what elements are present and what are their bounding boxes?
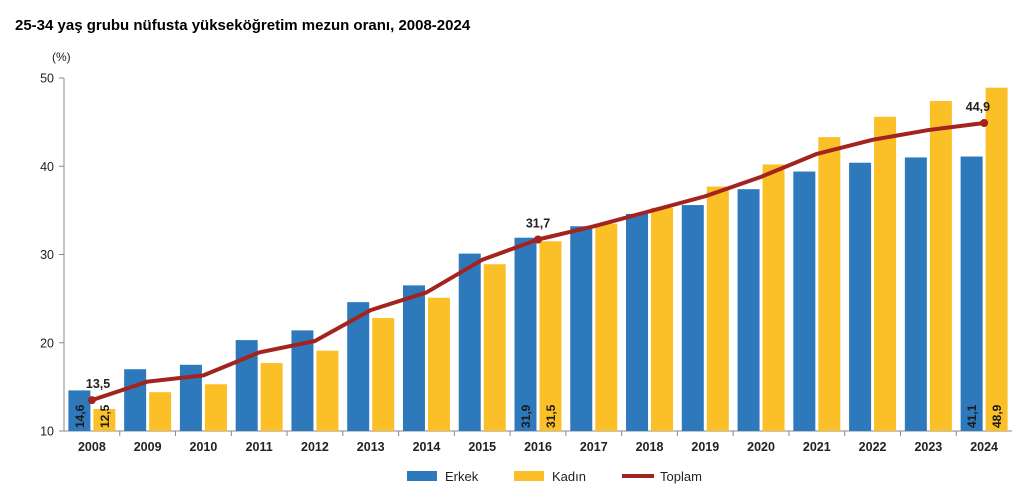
bar-kadın-2020 [762,164,785,432]
x-tick-label: 2020 [747,440,775,454]
bar-erkek-2021 [793,171,816,432]
bar-kadın-2011 [260,363,283,431]
bar-erkek-2024 [960,156,983,432]
bar-kadın-2015 [483,264,506,431]
x-tick-label: 2010 [190,440,218,454]
bar-kadın-2008 [93,408,116,431]
bar-value-label: 14,6 [73,404,87,428]
bar-erkek-2010 [179,364,202,431]
bar-erkek-2009 [124,369,147,431]
plot-area: 10 20 30 40 50 2008 2009 2010 2011 2012 2013 2014 20… [40,72,1012,454]
bar-kadın-2018 [651,207,674,431]
bar-value-label: 31,9 [519,404,533,428]
bar-kadın-2010 [204,384,227,431]
line-marker-2016 [534,235,542,244]
bar-kadın-2023 [929,100,952,431]
bar-kadın-2013 [372,318,395,431]
bar-erkek-2015 [458,253,481,431]
bar-erkek-2023 [904,157,927,432]
bar-erkek-2020 [737,189,760,431]
bar-erkek-2018 [626,213,649,431]
bar-kadın-2009 [149,392,172,431]
x-tick-label: 2022 [859,440,887,454]
y-axis-unit-label: (%) [52,50,71,64]
x-tick-label: 2019 [691,440,719,454]
bar-kadın-2022 [874,116,897,431]
bar-erkek-2016 [514,237,537,431]
bar-kadın-2012 [316,350,339,431]
x-tick-label: 2015 [468,440,496,454]
y-tick-label: 20 [40,336,54,350]
bar-value-label: 41,1 [965,404,979,428]
bar-kadın-2021 [818,137,841,431]
bar-erkek-2011 [235,340,258,431]
legend-swatch-erkek [407,471,437,481]
bar-erkek-2022 [849,162,872,431]
x-tick-label: 2023 [914,440,942,454]
x-tick-label: 2011 [246,440,273,454]
y-tick-label: 10 [40,425,54,439]
bar-value-label: 48,9 [990,404,1004,428]
point-value-label: 13,5 [86,377,110,391]
x-tick-label: 2024 [970,440,998,454]
x-tick-label: 2014 [413,440,441,454]
bar-erkek-2008 [68,390,91,431]
bar-kadın-2019 [706,186,729,431]
legend-label-erkek: Erkek [445,469,479,484]
bar-erkek-2017 [570,226,593,431]
bar-erkek-2019 [681,205,704,431]
x-tick-label: 2012 [301,440,329,454]
bar-value-label: 31,5 [544,404,558,428]
x-tick-label: 2013 [357,440,385,454]
legend: Erkek Kadın Toplam [407,469,702,484]
bar-erkek-2013 [347,302,370,431]
point-value-label: 44,9 [966,100,990,114]
point-value-label: 31,7 [526,216,550,230]
y-tick-label: 30 [40,248,54,262]
y-tick-label: 40 [40,160,54,174]
bar-value-label: 12,5 [98,404,112,428]
bar-kadın-2016 [539,241,562,431]
line-marker-2008 [87,396,96,405]
x-tick-label: 2017 [580,440,608,454]
bar-kadın-2017 [595,223,618,431]
bar-kadın-2024 [985,87,1008,432]
bar-kadın-2014 [427,297,450,431]
chart-title: 25-34 yaş grubu nüfusta yükseköğretim me… [15,17,471,34]
legend-label-toplam: Toplam [660,469,702,484]
legend-swatch-kadın [514,471,544,481]
bar-erkek-2012 [291,330,314,431]
x-tick-label: 2008 [78,440,106,454]
y-tick-label: 50 [40,72,54,86]
x-tick-label: 2021 [803,440,831,454]
line-marker-2024 [980,119,989,128]
x-tick-label: 2009 [134,440,162,454]
legend-label-kadın: Kadın [552,469,586,484]
x-tick-label: 2016 [524,440,552,454]
bar-erkek-2014 [402,285,425,431]
x-tick-label: 2018 [636,440,664,454]
